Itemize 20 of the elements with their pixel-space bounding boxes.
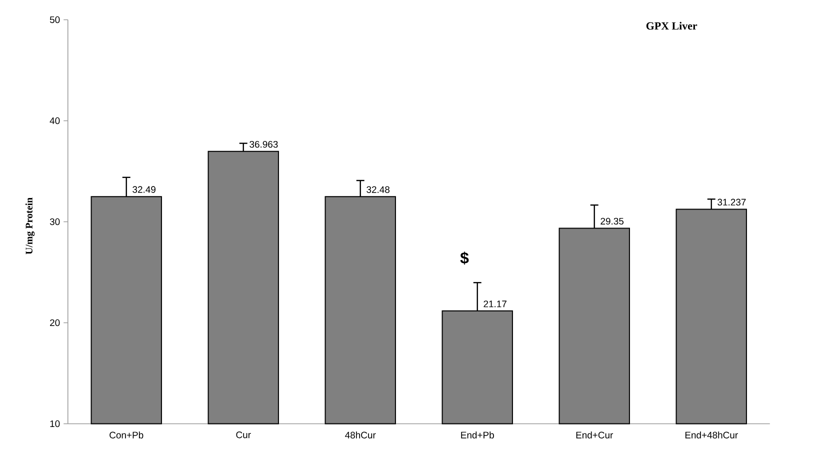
data-label: 32.48 <box>366 186 390 193</box>
y-tick-label: 40 <box>50 117 60 124</box>
y-tick-label: 50 <box>50 16 60 24</box>
x-tick-label: Con+Pb <box>110 431 144 438</box>
y-tick-label: 30 <box>50 218 60 226</box>
annotation: $ <box>460 252 469 265</box>
x-tick-label: End+Pb <box>461 431 494 438</box>
y-tick-label: 10 <box>50 420 60 428</box>
data-label: 36.963 <box>250 140 278 148</box>
chart-title: GPX Liver <box>646 22 698 30</box>
x-tick-label: 48hCur <box>345 431 376 438</box>
y-tick-label: 20 <box>50 319 60 326</box>
x-tick-label: End+Cur <box>576 431 614 438</box>
data-label: 29.35 <box>600 218 624 225</box>
data-label: 31.237 <box>718 198 746 206</box>
data-label: 32.49 <box>132 186 156 193</box>
y-axis-title: U/mg Protein <box>25 198 35 254</box>
data-label: 21.17 <box>484 300 506 308</box>
x-tick-label: End+48hCur <box>685 431 738 438</box>
x-tick-label: Cur <box>236 431 251 438</box>
